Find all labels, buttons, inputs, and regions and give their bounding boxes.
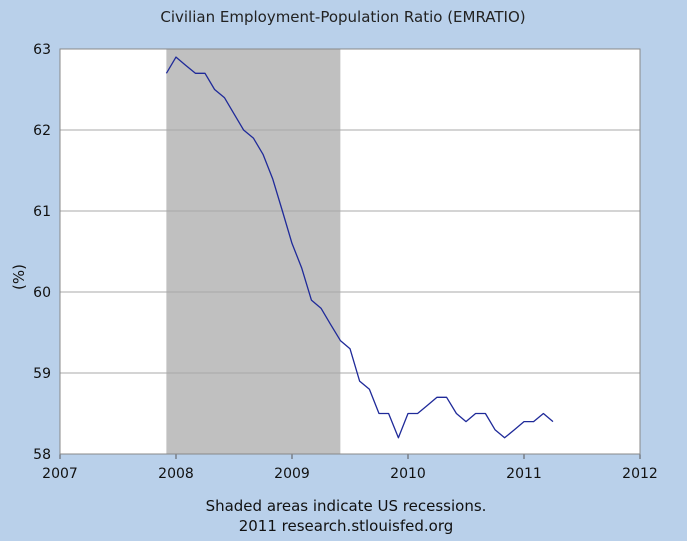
series-line-0 <box>165 56 554 439</box>
y-axis-label: (%) <box>10 264 28 290</box>
y-tick-label: 59 <box>33 366 51 382</box>
recession-shade-0 <box>166 49 341 454</box>
x-tick-label: 2008 <box>158 466 194 482</box>
y-tick-label: 62 <box>33 123 51 139</box>
source-credit: 2011 research.stlouisfed.org <box>239 517 454 535</box>
recession-note: Shaded areas indicate US recessions. <box>206 497 487 515</box>
y-tick-label: 58 <box>33 447 51 463</box>
y-tick-label: 61 <box>33 204 51 220</box>
x-tick-label: 2010 <box>390 466 426 482</box>
y-tick-label: 63 <box>33 42 51 58</box>
plot-background <box>60 49 640 454</box>
plot-area: 63 62 61 60 59 58 2007 2008 2009 2010 2011 2012 <box>33 42 658 482</box>
chart-title: Civilian Employment-Population Ratio (EM… <box>160 8 525 26</box>
x-tick-label: 2007 <box>42 466 78 482</box>
y-tick-label: 60 <box>33 285 51 301</box>
x-tick-label: 2009 <box>274 466 310 482</box>
x-tick-label: 2012 <box>622 466 658 482</box>
x-tick-label: 2011 <box>506 466 542 482</box>
plot-border <box>59 48 641 455</box>
